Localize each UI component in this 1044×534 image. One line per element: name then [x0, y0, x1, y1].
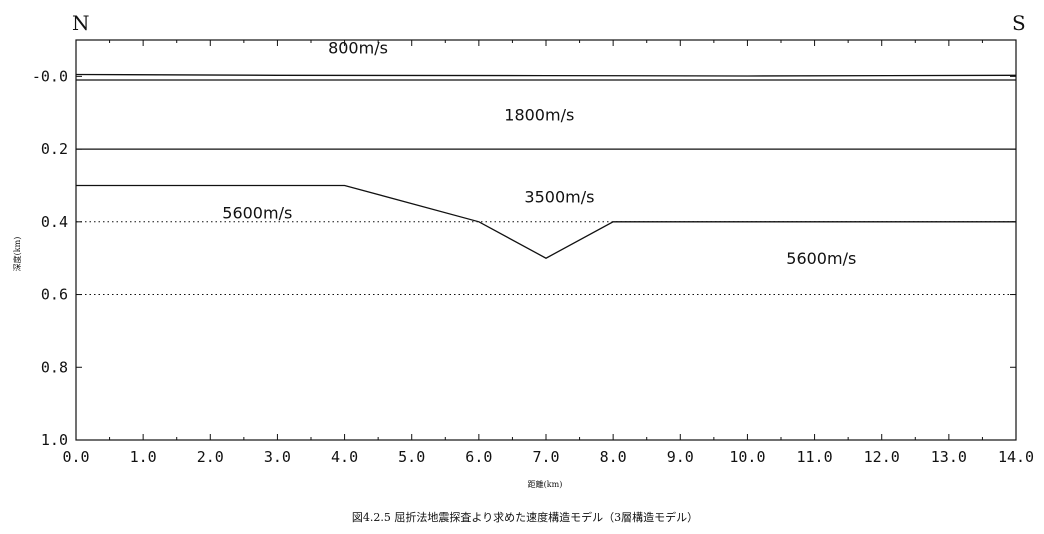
velocity-label-1: 1800m/s [504, 106, 574, 125]
x-tick-label: 14.0 [998, 448, 1034, 466]
y-tick-label: 0.4 [41, 213, 68, 231]
x-tick-label: 3.0 [264, 448, 291, 466]
layer-boundary-line-0 [75, 73, 1017, 77]
velocity-label-0: 800m/s [328, 38, 388, 57]
x-tick-label: 11.0 [797, 448, 833, 466]
x-tick-label: 1.0 [130, 448, 157, 466]
x-tick-label: 12.0 [864, 448, 900, 466]
x-tick-label: 10.0 [729, 448, 765, 466]
direction-south-label: S [1012, 11, 1026, 35]
figure-caption: 図4.2.5 屈折法地震探査より求めた速度構造モデル（3層構造モデル） [352, 510, 698, 524]
x-tick-label: 6.0 [465, 448, 492, 466]
y-tick-label: 0.2 [41, 140, 68, 158]
x-tick-label: 13.0 [931, 448, 967, 466]
x-tick-label: 9.0 [667, 448, 694, 466]
x-tick-label: 4.0 [331, 448, 358, 466]
x-tick-label: 0.0 [62, 448, 89, 466]
plot-frame [75, 39, 1017, 441]
x-tick-label: 5.0 [398, 448, 425, 466]
x-tick-label: 8.0 [600, 448, 627, 466]
y-tick-label: -0.0 [32, 67, 68, 85]
velocity-label-4: 5600m/s [786, 249, 856, 268]
x-tick-label: 2.0 [197, 448, 224, 466]
direction-north-label: N [72, 11, 90, 35]
y-axis-title: 深度(km) [12, 237, 22, 272]
velocity-label-2: 3500m/s [524, 187, 594, 206]
x-axis-title: 距離(km) [528, 479, 563, 489]
y-tick-label: 0.6 [41, 286, 68, 304]
y-tick-label: 1.0 [41, 431, 68, 449]
x-tick-label: 7.0 [532, 448, 559, 466]
velocity-label-3: 5600m/s [222, 204, 292, 223]
y-tick-label: 0.8 [41, 358, 68, 376]
